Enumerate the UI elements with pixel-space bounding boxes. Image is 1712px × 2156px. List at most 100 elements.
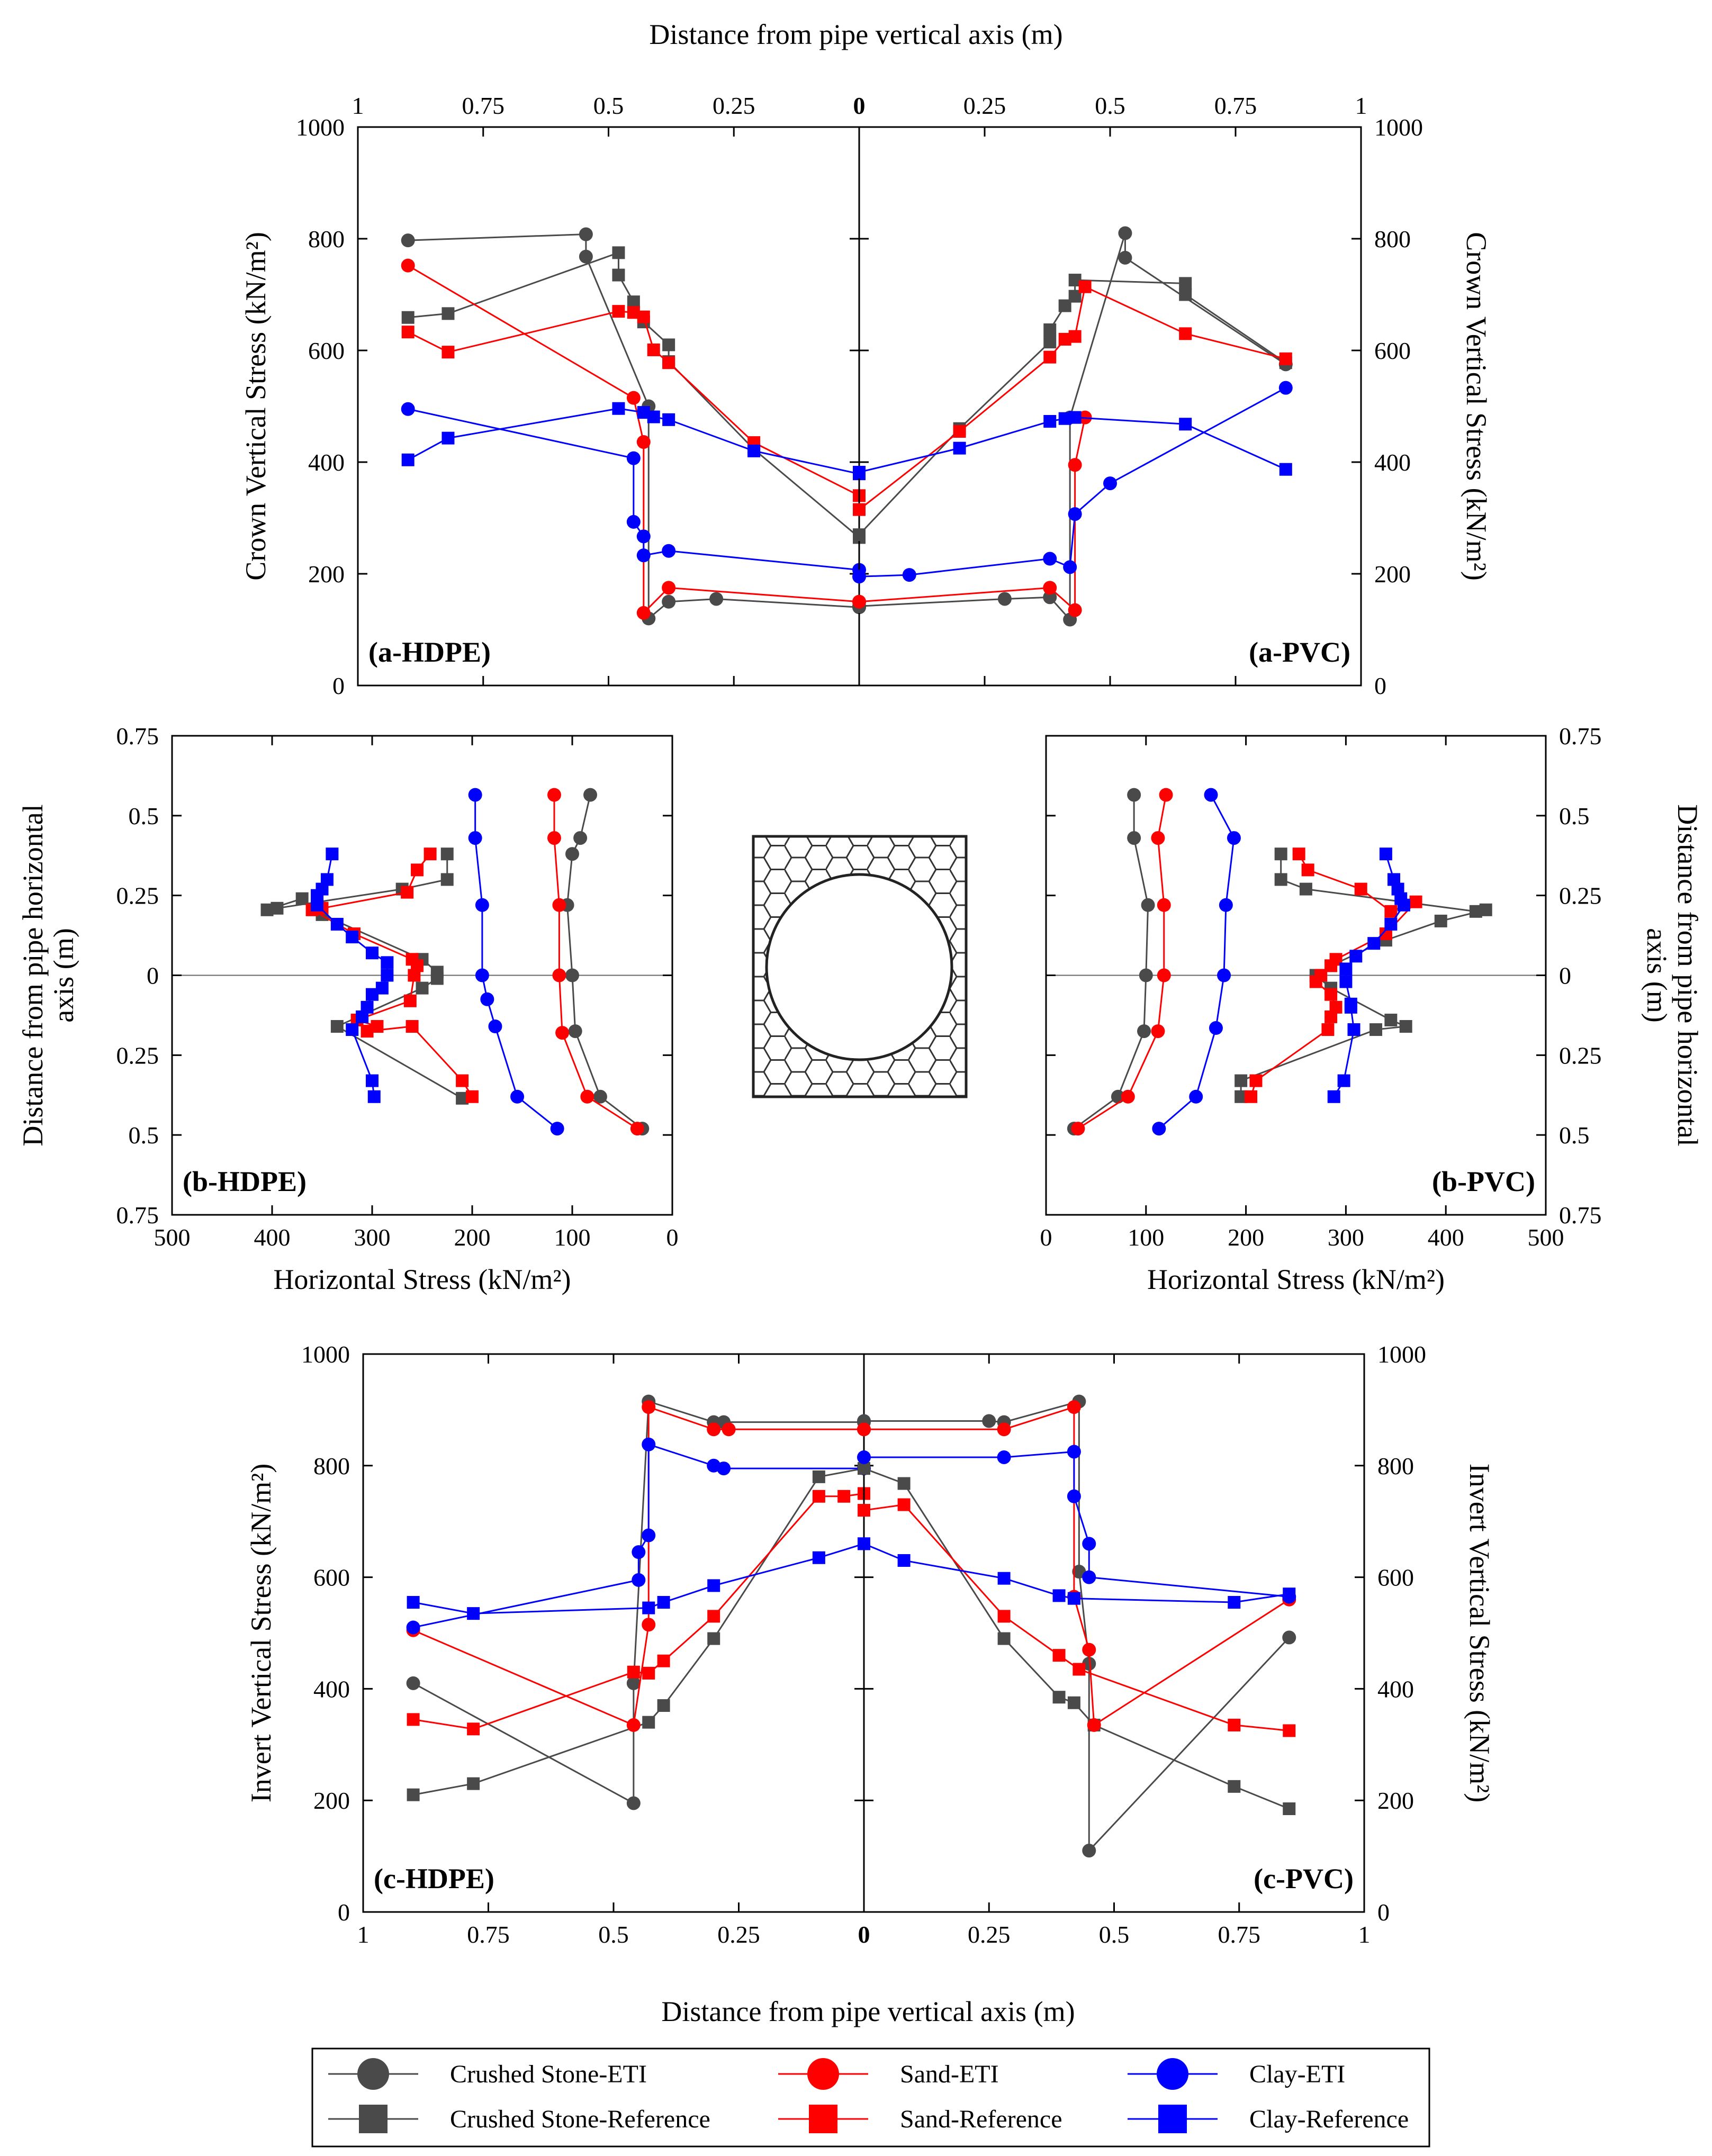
data-point <box>568 1024 582 1039</box>
data-point <box>636 529 651 544</box>
data-point <box>440 873 454 886</box>
data-point <box>441 431 455 445</box>
data-point <box>1052 1649 1066 1662</box>
data-point <box>1283 1724 1296 1737</box>
series-crushed-stone-eti <box>406 1394 871 1810</box>
data-point <box>612 402 625 415</box>
data-point <box>1337 1074 1350 1087</box>
series-sand-reference <box>407 1487 870 1736</box>
data-point <box>1228 1718 1241 1731</box>
data-point <box>642 1618 656 1632</box>
x-tick-label: 200 <box>454 1224 491 1251</box>
data-point <box>330 917 344 931</box>
series-clay-eti <box>1152 788 1241 1136</box>
panel-c-pvc: 0 200 400 600 800 1000 0.25 0.5 0.75 1 Invert Vert… <box>857 1341 1495 1948</box>
legend-entry-crushed-stone-reference: Crushed Stone-Reference <box>328 2105 710 2133</box>
data-point <box>997 592 1012 606</box>
panel-b-pvc: 0.75 0.5 0.25 0 0.25 0.5 0.75 0 100 200 300 400 500 D… <box>1040 723 1704 1295</box>
data-point <box>897 1498 911 1511</box>
data-point <box>1349 950 1363 963</box>
data-point <box>1327 1090 1340 1103</box>
y-tick-label: 1000 <box>1377 1341 1426 1368</box>
data-point <box>1151 1024 1165 1039</box>
x-tick-label: 0 <box>1040 1224 1052 1251</box>
data-point <box>401 311 415 324</box>
series-line <box>413 1467 864 1796</box>
data-point <box>612 268 625 282</box>
data-point <box>361 1025 374 1038</box>
x-tick-label: 0 <box>666 1224 679 1251</box>
series-clay-eti <box>857 1445 1296 1604</box>
data-point <box>555 1026 570 1040</box>
data-point <box>1227 831 1241 845</box>
data-point <box>1397 898 1410 912</box>
panel-label: (a-PVC) <box>1249 636 1350 668</box>
data-point <box>1283 1802 1296 1816</box>
x-tick-label: 1 <box>1358 1921 1371 1948</box>
data-point <box>642 1528 656 1542</box>
data-point <box>1279 463 1292 476</box>
data-point <box>406 1020 419 1033</box>
legend-entry-clay-eti: Clay-ETI <box>1128 2058 1345 2090</box>
series-crushed-stone-reference <box>260 847 469 1105</box>
data-point <box>1052 1691 1066 1704</box>
panel-label: (b-HDPE) <box>183 1166 307 1197</box>
y-tick-label: 800 <box>1377 1453 1414 1480</box>
data-point <box>709 592 724 606</box>
data-point <box>717 1462 731 1476</box>
data-point <box>330 1020 344 1033</box>
data-point <box>642 1437 656 1451</box>
data-point <box>707 1632 720 1645</box>
data-point <box>1082 1537 1096 1551</box>
data-point <box>1179 277 1192 290</box>
legend-marker <box>359 2105 388 2133</box>
data-point <box>857 1450 871 1464</box>
data-point <box>424 847 437 861</box>
data-point <box>1324 988 1338 1001</box>
data-point <box>1384 917 1398 931</box>
series-clay-reference <box>401 402 866 481</box>
series-line <box>553 795 638 1130</box>
series-line <box>1158 794 1235 1130</box>
data-point <box>747 444 761 457</box>
data-point <box>552 968 566 982</box>
series-line <box>474 795 558 1130</box>
data-point <box>897 1554 911 1567</box>
data-point <box>858 1462 870 1475</box>
x-tick-label: 1 <box>1355 92 1367 119</box>
legend: Crushed Stone-ETI Sand-ETI Clay-ETI Crushed… <box>311 2047 1430 2148</box>
data-point <box>626 515 641 529</box>
data-point <box>1204 788 1218 802</box>
x-tick-label: 0.5 <box>1099 1921 1130 1948</box>
data-point <box>1249 1074 1263 1087</box>
legend-entry-clay-reference: Clay-Reference <box>1128 2105 1409 2133</box>
data-point <box>858 1537 870 1550</box>
y-tick-label: 0.25 <box>1559 882 1602 909</box>
data-point <box>1354 882 1367 896</box>
data-point <box>657 1596 670 1609</box>
data-point <box>657 1699 670 1712</box>
y-tick-label: 0.5 <box>1559 1122 1590 1149</box>
data-point <box>565 847 579 861</box>
data-point <box>1067 1489 1081 1503</box>
data-point <box>1118 226 1132 240</box>
y-axis-label: Invert Vertical Stress (kN/m²) <box>245 1464 277 1803</box>
data-point <box>475 898 489 912</box>
panel-c-hdpe: 0 200 400 600 800 1000 1 0.75 0.5 0.25 0 Invert Ver… <box>245 1341 871 1948</box>
data-point <box>662 581 676 595</box>
x-tick-label: 0.25 <box>713 92 755 119</box>
legend-label: Crushed Stone-Reference <box>450 2105 710 2133</box>
y-tick-label: 0.75 <box>116 1202 159 1229</box>
data-point <box>636 548 651 563</box>
data-point <box>1159 788 1173 802</box>
data-point <box>632 1573 646 1587</box>
series-crushed-stone-eti <box>401 227 866 626</box>
legend-entry-crushed-stone-eti: Crushed Stone-ETI <box>328 2058 647 2090</box>
data-point <box>897 1477 911 1490</box>
data-point <box>1043 350 1057 364</box>
series-clay-eti <box>468 788 564 1136</box>
data-point <box>627 1665 640 1679</box>
data-point <box>1082 1570 1096 1584</box>
y-tick-label: 400 <box>1374 449 1411 476</box>
